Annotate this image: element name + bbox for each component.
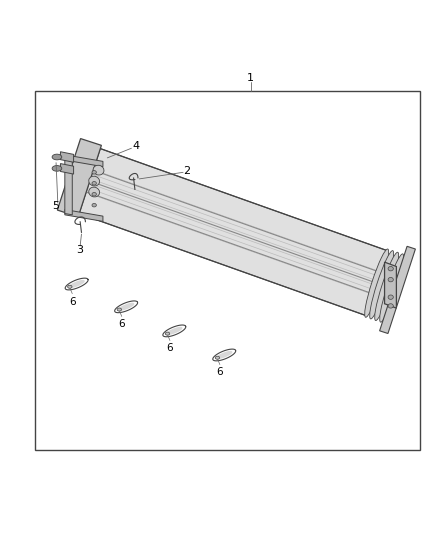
Ellipse shape <box>388 278 393 282</box>
Ellipse shape <box>89 176 99 186</box>
Polygon shape <box>65 155 103 167</box>
Ellipse shape <box>92 182 96 185</box>
Ellipse shape <box>92 204 96 207</box>
Ellipse shape <box>380 254 404 322</box>
Polygon shape <box>385 262 396 308</box>
Ellipse shape <box>374 252 399 320</box>
Ellipse shape <box>89 187 99 197</box>
Ellipse shape <box>370 251 394 319</box>
Polygon shape <box>60 164 74 174</box>
Polygon shape <box>57 139 102 217</box>
Text: 6: 6 <box>216 367 223 377</box>
Text: 6: 6 <box>166 343 173 353</box>
Text: 6: 6 <box>69 296 76 306</box>
Polygon shape <box>119 303 134 310</box>
Ellipse shape <box>67 285 72 288</box>
Ellipse shape <box>388 266 393 271</box>
Ellipse shape <box>52 154 62 160</box>
Polygon shape <box>79 149 387 316</box>
Polygon shape <box>69 280 84 287</box>
Ellipse shape <box>92 192 96 196</box>
Polygon shape <box>380 246 415 334</box>
Polygon shape <box>65 209 103 221</box>
Polygon shape <box>217 352 232 358</box>
Ellipse shape <box>388 295 393 300</box>
Text: 3: 3 <box>76 245 83 255</box>
Bar <box>35 91 420 450</box>
Ellipse shape <box>52 166 62 171</box>
Text: 1: 1 <box>247 73 254 83</box>
Polygon shape <box>167 327 182 334</box>
Ellipse shape <box>388 304 393 308</box>
Polygon shape <box>60 152 74 162</box>
Ellipse shape <box>165 332 170 335</box>
Ellipse shape <box>215 356 219 359</box>
Ellipse shape <box>117 308 121 311</box>
Ellipse shape <box>365 249 389 317</box>
Text: 6: 6 <box>118 319 125 329</box>
Text: 2: 2 <box>184 166 191 176</box>
Ellipse shape <box>92 171 96 174</box>
Polygon shape <box>65 155 72 215</box>
Text: 4: 4 <box>132 141 139 151</box>
Text: 5: 5 <box>52 201 59 211</box>
Ellipse shape <box>93 165 104 175</box>
